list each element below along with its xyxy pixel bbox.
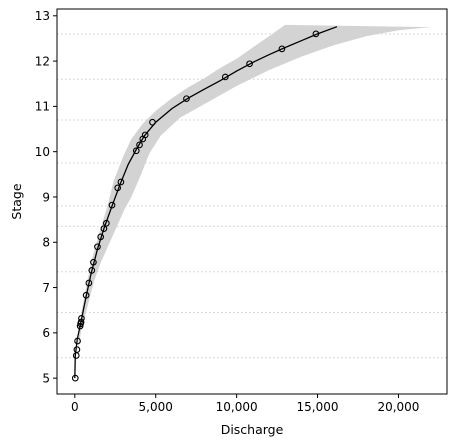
observation-point bbox=[114, 184, 122, 192]
observation-point bbox=[108, 201, 116, 209]
observation-point bbox=[183, 95, 190, 103]
observation-point bbox=[72, 352, 80, 359]
observation-point bbox=[74, 337, 81, 345]
observation-points bbox=[71, 30, 320, 382]
x-tick-label: 15,000 bbox=[297, 400, 339, 414]
observation-point bbox=[117, 178, 125, 186]
observation-point bbox=[221, 73, 229, 81]
observation-point bbox=[82, 291, 90, 299]
uncertainty-band-area bbox=[74, 24, 431, 379]
observation-point bbox=[88, 266, 96, 274]
observation-point bbox=[312, 30, 320, 38]
observation-point bbox=[103, 219, 110, 227]
observation-point bbox=[85, 279, 93, 287]
x-tick-label: 20,000 bbox=[377, 400, 419, 414]
observation-point bbox=[149, 118, 156, 126]
y-axis-title: Stage bbox=[9, 183, 24, 219]
y-tick-label: 13 bbox=[35, 9, 50, 23]
y-axis: 5 6 7 8 9 10 11 12 13 bbox=[35, 9, 57, 385]
x-axis-title: Discharge bbox=[221, 422, 284, 437]
observation-point bbox=[141, 131, 149, 139]
observation-point bbox=[246, 60, 253, 68]
observation-point bbox=[73, 346, 81, 353]
observation-point bbox=[132, 147, 140, 155]
observation-point bbox=[100, 225, 108, 233]
x-tick-label: 0 bbox=[71, 400, 79, 414]
plot-frame bbox=[56, 8, 448, 395]
observation-point bbox=[97, 233, 105, 241]
observation-point bbox=[78, 315, 85, 322]
y-tick-label: 11 bbox=[35, 100, 50, 114]
observation-point bbox=[136, 141, 143, 149]
y-tick-label: 8 bbox=[42, 236, 50, 250]
y-tick-label: 10 bbox=[35, 145, 50, 159]
x-axis: 0 5,000 10,000 15,000 20,000 bbox=[71, 394, 419, 414]
fitted-curve-line bbox=[74, 26, 338, 379]
x-tick-label: 10,000 bbox=[216, 400, 258, 414]
gridlines bbox=[57, 33, 447, 359]
observation-point bbox=[278, 45, 286, 53]
y-tick-label: 5 bbox=[42, 371, 50, 385]
observation-point bbox=[77, 318, 85, 326]
uncertainty-band bbox=[74, 24, 431, 379]
observation-point bbox=[94, 243, 101, 251]
fitted-curve bbox=[74, 26, 338, 379]
y-tick-label: 7 bbox=[42, 281, 50, 295]
x-tick-label: 5,000 bbox=[139, 400, 173, 414]
y-tick-label: 6 bbox=[42, 326, 50, 340]
observation-point bbox=[90, 258, 97, 266]
y-tick-label: 12 bbox=[35, 54, 50, 68]
y-tick-label: 9 bbox=[42, 190, 50, 204]
observation-point bbox=[71, 374, 79, 382]
